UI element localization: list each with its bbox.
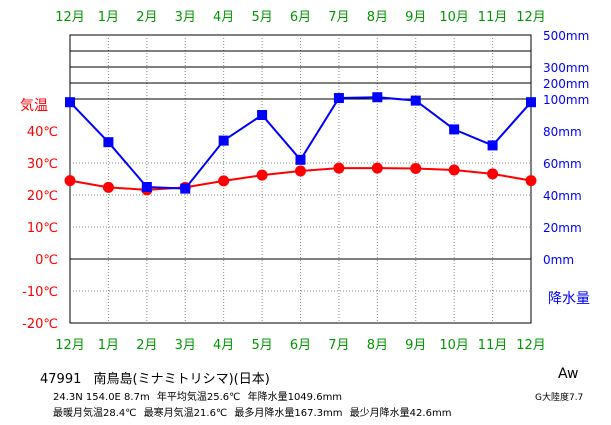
month-label-top: 7月 — [328, 10, 349, 25]
month-label-bottom: 7月 — [328, 338, 349, 353]
temp-tick-label: 30℃ — [27, 157, 58, 172]
precipitation-point — [65, 97, 75, 108]
annual-temp: 年平均気温25.6℃ — [156, 392, 241, 403]
station-coords: 24.3N 154.0E 8.7m — [53, 392, 150, 403]
driest-month: 最少月降水量42.6mm — [349, 408, 452, 419]
precip-tick-label: 80mm — [543, 125, 582, 139]
month-label-bottom: 5月 — [251, 338, 272, 353]
precipitation-point — [487, 140, 498, 151]
temp-tick-label: 40℃ — [27, 125, 58, 140]
month-label-top: 5月 — [251, 10, 272, 25]
temperature-point — [64, 175, 76, 187]
temperature-point — [256, 169, 268, 181]
precip-tick-label: 20mm — [543, 221, 582, 235]
temperature-point — [410, 162, 422, 174]
precip-tick-label: 60mm — [543, 157, 582, 171]
month-label-bottom: 4月 — [213, 338, 234, 353]
temp-tick-label: -10℃ — [22, 285, 58, 300]
temperature-point — [448, 164, 460, 176]
month-label-top: 6月 — [290, 10, 311, 25]
month-label-top: 12月 — [516, 10, 546, 25]
precipitation-point — [295, 154, 306, 165]
temp-tick-label: -20℃ — [22, 317, 58, 332]
warmest-month: 最暖月気温28.4℃ — [53, 408, 137, 419]
precipitation-point — [141, 182, 152, 192]
temp-axis-title: 気温 — [20, 98, 48, 114]
month-label-top: 2月 — [136, 10, 157, 25]
month-label-bottom: 2月 — [136, 338, 157, 353]
temperature-point — [333, 162, 345, 174]
month-label-bottom: 6月 — [290, 338, 311, 353]
precip-axis-title: 降水量 — [548, 291, 590, 307]
month-label-bottom: 11月 — [478, 338, 508, 353]
precipitation-point — [449, 124, 460, 135]
precipitation-point — [410, 95, 421, 106]
temperature-point — [102, 181, 114, 193]
station-line: 47991 南鳥島(ミナミトリシマ)(日本) — [40, 368, 278, 387]
month-label-top: 12月 — [55, 10, 85, 25]
month-label-top: 4月 — [213, 10, 234, 25]
month-label-top: 10月 — [439, 10, 469, 25]
precip-tick-label: 40mm — [543, 189, 582, 203]
temperature-point — [295, 165, 306, 177]
month-label-top: 3月 — [175, 10, 196, 25]
temp-tick-label: 10℃ — [27, 221, 58, 236]
precipitation-point — [257, 110, 268, 120]
wettest-month: 最多月降水量167.3mm — [234, 408, 343, 419]
precipitation-point — [526, 97, 536, 108]
precip-tick-label: 500mm — [543, 29, 589, 43]
station-name: 南鳥島(ミナミトリシマ)(日本) — [93, 372, 270, 387]
precip-tick-label: 300mm — [543, 61, 589, 75]
stats-line-1: 24.3N 154.0E 8.7m 年平均気温25.6℃ 年降水量1049.6m… — [53, 388, 346, 403]
month-label-bottom: 9月 — [405, 338, 426, 353]
month-label-top: 8月 — [367, 10, 388, 25]
annual-precip: 年降水量1049.6mm — [247, 392, 343, 403]
temperature-point — [525, 175, 537, 187]
climate-class: Aw — [558, 366, 579, 382]
precipitation-point — [218, 135, 229, 146]
month-label-bottom: 12月 — [55, 338, 85, 353]
coldest-month: 最寒月気温21.6℃ — [143, 408, 228, 419]
month-label-bottom: 8月 — [367, 338, 388, 353]
temperature-point — [487, 168, 499, 180]
climate-chart: 12月 12月 1月 1月 2月 2月 3月 3月 4月 4月 5月 5月 6月 6月 7月 7月 8月 8月 9月… — [20, 10, 590, 353]
precipitation-point — [372, 92, 383, 103]
temperature-point — [371, 162, 383, 174]
precipitation-point — [333, 93, 344, 104]
precip-tick-label: 200mm — [543, 77, 589, 91]
month-label-top: 9月 — [405, 10, 426, 25]
precip-tick-label: 100mm — [543, 93, 589, 107]
precipitation-point — [180, 183, 191, 194]
temp-tick-label: 20℃ — [27, 189, 58, 204]
month-label-bottom: 1月 — [98, 338, 119, 353]
month-label-bottom: 12月 — [516, 338, 546, 353]
continentality-label: G大陸度7.7 — [535, 393, 584, 403]
month-label-top: 1月 — [98, 10, 119, 25]
month-label-bottom: 10月 — [439, 338, 469, 353]
month-label-top: 11月 — [478, 10, 508, 25]
precipitation-point — [103, 137, 114, 148]
temp-tick-label: 0℃ — [35, 253, 58, 268]
month-label-bottom: 3月 — [175, 338, 196, 353]
stats-line-2: 最暖月気温28.4℃ 最寒月気温21.6℃ 最多月降水量167.3mm 最少月降… — [53, 404, 455, 419]
precip-tick-label: 0mm — [543, 253, 574, 267]
station-id: 47991 — [40, 372, 82, 387]
temperature-point — [218, 175, 230, 187]
